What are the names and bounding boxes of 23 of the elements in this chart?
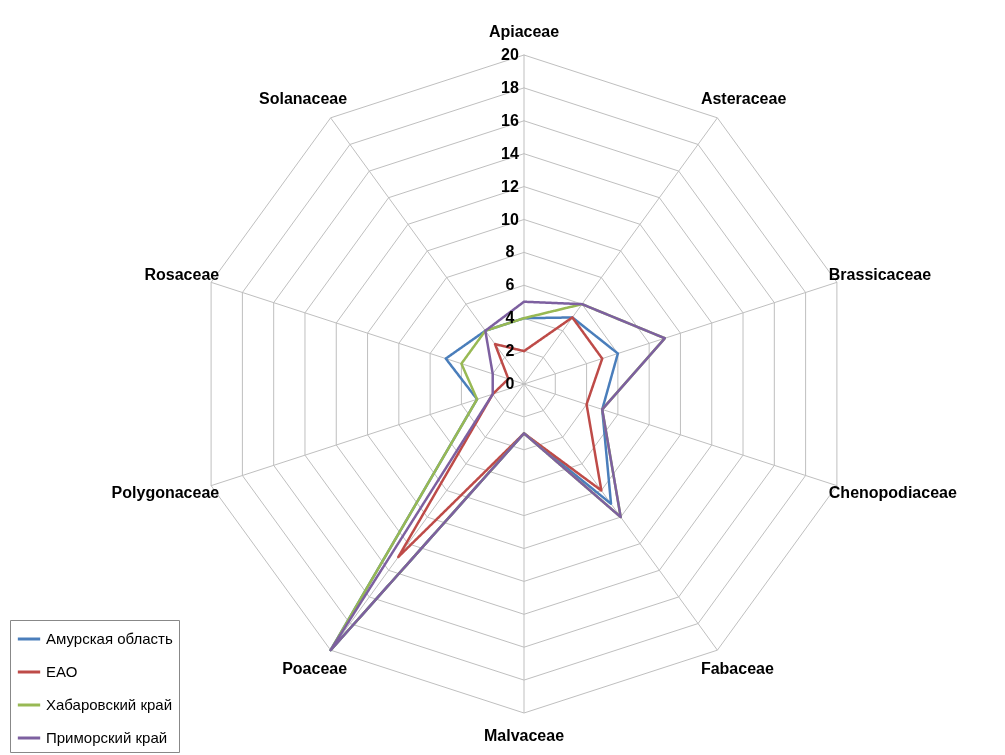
spoke-label: Poaceae [282,659,348,677]
y-tick-label: 12 [501,177,519,195]
spoke-label: Malvaceae [483,727,565,745]
y-tick-label: 18 [501,78,519,96]
spoke-label: Apiaceae [488,22,560,40]
y-tick-label: 20 [501,46,519,63]
y-tick-label: 10 [501,210,519,228]
spoke-label: Polygonaceae [111,483,220,501]
spoke-label: Brassicaceae [828,266,932,284]
spoke-label: Chenopodiaceae [828,483,957,501]
spoke-label: Fabaceae [700,659,774,677]
spoke-label: Asteraceae [700,90,787,108]
y-tick-label: 16 [501,111,519,129]
y-tick-label: 0 [505,375,515,392]
y-tick-label: 6 [505,276,515,294]
legend-label: Хабаровский край [46,696,173,713]
legend-label: Приморский край [46,729,168,746]
y-tick-label: 14 [501,144,519,162]
spoke-label: Solanaceae [259,90,348,108]
legend-label: Амурская область [46,630,173,647]
legend-label: ЕАО [46,663,78,680]
y-tick-label: 8 [505,243,515,261]
spoke-label: Rosaceae [144,266,220,284]
